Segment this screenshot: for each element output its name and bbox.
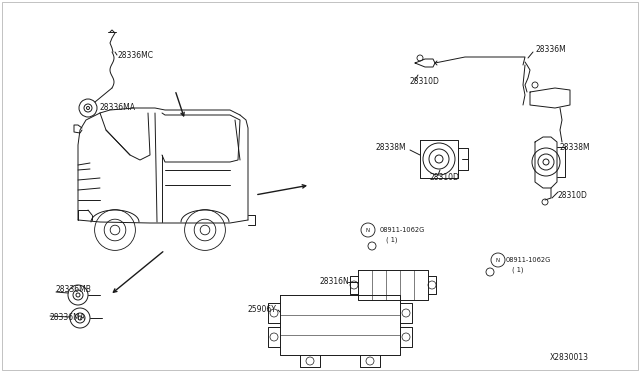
Text: 28336MC: 28336MC: [118, 51, 154, 60]
Text: 28338M: 28338M: [560, 144, 591, 153]
Text: ( 1): ( 1): [512, 267, 524, 273]
Text: X2830013: X2830013: [550, 353, 589, 362]
Text: 08911-1062G: 08911-1062G: [506, 257, 551, 263]
Text: 28336MA: 28336MA: [100, 103, 136, 112]
Text: 28336MB: 28336MB: [56, 285, 92, 295]
Text: 28336MA: 28336MA: [50, 314, 86, 323]
Text: 25906Y: 25906Y: [248, 305, 277, 314]
Text: 28336M: 28336M: [535, 45, 566, 55]
Text: N: N: [496, 257, 500, 263]
Text: 28338M: 28338M: [375, 144, 406, 153]
Text: 28310D: 28310D: [430, 173, 460, 183]
Text: 28310D: 28310D: [558, 190, 588, 199]
Text: 28310D: 28310D: [410, 77, 440, 87]
Text: ( 1): ( 1): [386, 237, 397, 243]
Text: N: N: [366, 228, 370, 232]
Text: 08911-1062G: 08911-1062G: [380, 227, 425, 233]
Text: 28316N: 28316N: [320, 278, 349, 286]
